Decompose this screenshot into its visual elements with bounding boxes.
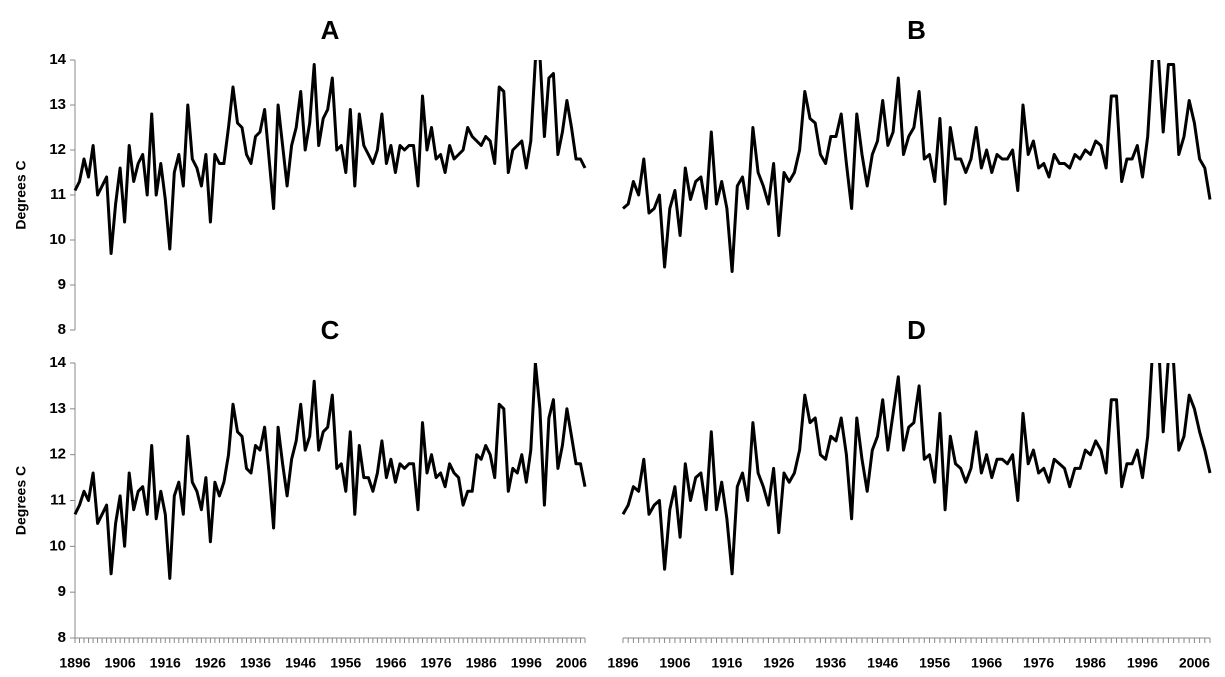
x-tick-label-c: 1996 [511, 655, 542, 671]
series-line-a [73, 60, 587, 255]
x-tick-label-d: 1896 [607, 655, 638, 671]
x-tick-label-d: 1986 [1075, 655, 1106, 671]
y-tick-label-a: 8 [58, 321, 66, 338]
panel-d: D 1896 1906 1916 1926 1936 1946 1956 1966 1976 198… [607, 315, 1212, 671]
panel-title-d: D [907, 315, 926, 345]
x-tick-label-d: 1966 [971, 655, 1002, 671]
panel-title-a: A [321, 15, 340, 45]
panel-title-c: C [321, 315, 340, 345]
x-tick-label-c: 1966 [375, 655, 406, 671]
x-tick-label-d: 2006 [1179, 655, 1210, 671]
y-tick-label-a: 14 [49, 51, 66, 68]
x-tick-label-d: 1916 [711, 655, 742, 671]
y-tick-label-c: 9 [58, 583, 66, 600]
x-tick-label-c: 1916 [150, 655, 181, 671]
y-tick-label-a: 13 [49, 96, 66, 113]
x-tick-label-d: 1946 [867, 655, 898, 671]
y-tick-label-c: 12 [49, 446, 66, 463]
y-axis-label-a: Degrees C [13, 160, 29, 229]
y-tick-label-c: 10 [49, 537, 66, 554]
y-tick-label-a: 12 [49, 141, 66, 158]
y-tick-label-a: 10 [49, 231, 66, 248]
y-tick-label-a: 11 [50, 186, 66, 203]
y-tick-label-c: 8 [58, 629, 66, 646]
x-tick-label-d: 1976 [1023, 655, 1054, 671]
y-tick-label-a: 9 [58, 276, 66, 293]
y-axis-label-c: Degrees C [13, 466, 29, 535]
panel-a: A 8 9 10 11 12 13 14 Degrees C [13, 15, 587, 338]
x-tick-label-c: 1896 [59, 655, 90, 671]
x-tick-label-c: 1946 [285, 655, 316, 671]
x-tick-label-d: 1956 [919, 655, 950, 671]
x-tick-label-c: 1956 [330, 655, 361, 671]
series-line-b [622, 60, 1212, 273]
series-line-d [621, 363, 1212, 576]
x-tick-label-d: 1906 [659, 655, 690, 671]
x-tick-label-c: 1906 [105, 655, 136, 671]
x-tick-label-c: 1926 [195, 655, 226, 671]
panel-c: C 8 9 10 11 12 13 14 Degrees C 1896 1906 1916 1926 19… [13, 315, 588, 671]
x-tick-label-d: 1926 [763, 655, 794, 671]
x-tick-label-c: 1936 [240, 655, 271, 671]
series-line-c [73, 363, 587, 580]
x-tick-label-c: 1986 [466, 655, 497, 671]
x-tick-label-c: 1976 [420, 655, 451, 671]
panel-b: B [622, 15, 1212, 273]
x-tick-label-d: 1936 [815, 655, 846, 671]
y-tick-label-c: 13 [49, 400, 66, 417]
y-tick-label-c: 14 [49, 354, 66, 371]
panel-title-b: B [907, 15, 926, 45]
y-tick-label-c: 11 [50, 491, 66, 508]
x-tick-label-c: 2006 [556, 655, 587, 671]
x-tick-label-d: 1996 [1127, 655, 1158, 671]
